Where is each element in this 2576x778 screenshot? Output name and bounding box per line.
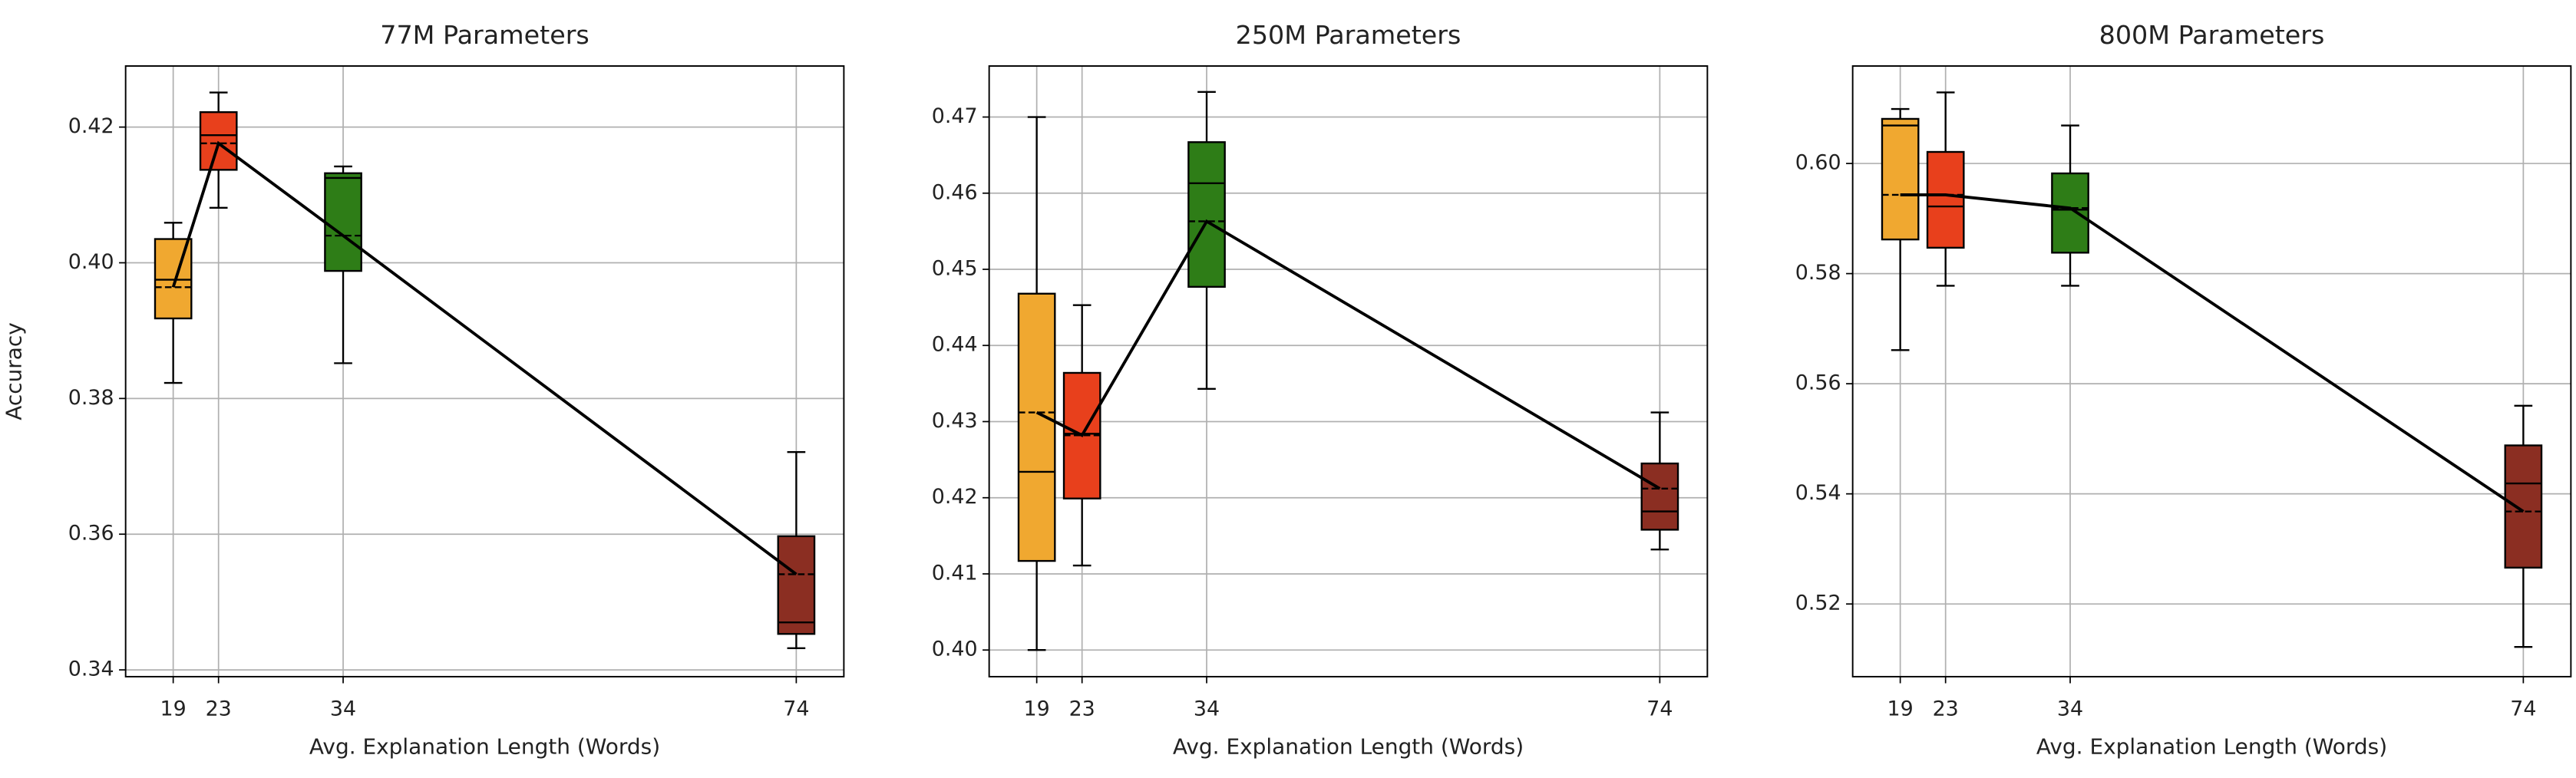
chart-title: 250M Parameters	[1236, 20, 1461, 50]
x-tick-label: 74	[2510, 697, 2536, 720]
x-tick-label: 74	[1646, 697, 1673, 720]
x-tick-label: 23	[206, 697, 232, 720]
axes-frame	[988, 65, 1709, 677]
chart-title: 77M Parameters	[380, 20, 590, 50]
mean-line	[171, 140, 798, 575]
y-tick-label: 0.47	[932, 104, 978, 128]
x-tick-label: 74	[783, 697, 809, 720]
x-axis-label: Avg. Explanation Length (Words)	[1173, 733, 1524, 759]
y-tick-label: 0.42	[68, 114, 114, 138]
box	[1881, 117, 1920, 241]
y-tick-label: 0.34	[68, 658, 114, 681]
y-tick-label: 0.56	[1795, 371, 1841, 395]
mean-line	[1900, 193, 2525, 513]
x-axis-label: Avg. Explanation Length (Words)	[309, 733, 660, 759]
x-tick-label: 19	[160, 697, 187, 720]
box	[324, 172, 362, 272]
y-tick-label: 0.42	[932, 485, 978, 509]
y-tick-label: 0.41	[932, 561, 978, 585]
box	[199, 110, 238, 171]
box	[1017, 292, 1056, 562]
y-tick-label: 0.52	[1795, 592, 1841, 615]
x-axis-label: Avg. Explanation Length (Words)	[2036, 733, 2387, 759]
y-tick-label: 0.60	[1795, 151, 1841, 175]
y-tick-label: 0.40	[68, 250, 114, 274]
y-tick-label: 0.45	[932, 257, 978, 281]
x-tick-label: 34	[2057, 697, 2083, 720]
y-tick-label: 0.38	[68, 386, 114, 410]
mean-line	[1035, 219, 1661, 490]
x-tick-label: 23	[1933, 697, 1959, 720]
y-axis-label: Accuracy	[2, 322, 27, 420]
y-tick-label: 0.40	[932, 638, 978, 661]
y-tick-label: 0.43	[932, 409, 978, 433]
chart-title: 800M Parameters	[2099, 20, 2325, 50]
box	[1926, 150, 1965, 249]
x-tick-label: 23	[1069, 697, 1095, 720]
x-tick-label: 19	[1887, 697, 1914, 720]
x-tick-label: 34	[330, 697, 356, 720]
x-tick-label: 34	[1194, 697, 1220, 720]
y-tick-label: 0.58	[1795, 261, 1841, 285]
box	[777, 535, 816, 635]
box	[1187, 141, 1226, 288]
box	[2504, 444, 2543, 569]
axes-frame	[1851, 65, 2572, 677]
y-tick-label: 0.36	[68, 522, 114, 546]
y-tick-label: 0.44	[932, 333, 978, 357]
y-tick-label: 0.54	[1795, 481, 1841, 505]
box	[2051, 172, 2089, 254]
y-tick-label: 0.46	[932, 180, 978, 204]
axes-frame	[124, 65, 845, 677]
x-tick-label: 19	[1024, 697, 1050, 720]
box	[1640, 462, 1679, 531]
